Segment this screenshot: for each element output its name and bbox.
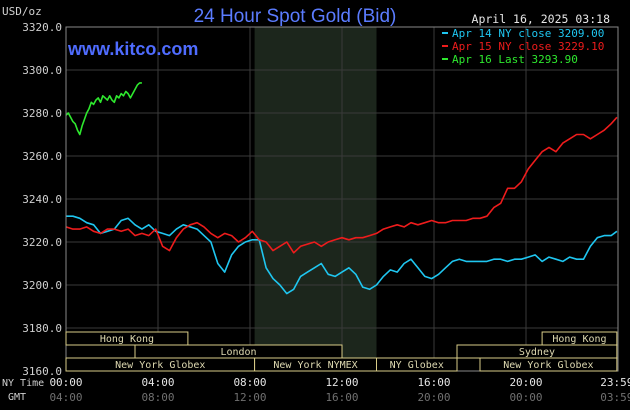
x-tick-label-ny: 08:00 — [233, 376, 266, 389]
y-tick-label: 3300.0 — [22, 64, 62, 77]
session-label: Hong Kong — [552, 334, 606, 345]
session-box — [479, 357, 618, 372]
x-tick-label-ny: 16:00 — [417, 376, 450, 389]
session-box — [65, 331, 189, 346]
series-line — [65, 82, 142, 136]
x-axis-label-ny: NY Time — [2, 378, 44, 389]
x-tick-label-gmt: 08:00 — [141, 391, 174, 404]
session-label: NY Globex — [390, 360, 444, 371]
session-label: London — [220, 347, 256, 358]
y-tick-label: 3200.0 — [22, 279, 62, 292]
trading-sessions: Hong Kong Hong Kong London Sydney New York G… — [65, 331, 618, 372]
y-tick-label: 3280.0 — [22, 107, 62, 120]
timestamp: April 16, 2025 03:18 — [472, 12, 611, 26]
chart-title: 24 Hour Spot Gold (Bid) — [194, 6, 397, 27]
x-axis-label-gmt: GMT — [8, 392, 26, 403]
x-tick-label-gmt: 00:00 — [509, 391, 542, 404]
y-tick-label: 3320.0 — [22, 21, 62, 34]
y-tick-label: 3260.0 — [22, 150, 62, 163]
series-line — [66, 215, 618, 295]
y-tick-label: 3240.0 — [22, 193, 62, 206]
legend-item: Apr 14 NY close 3209.00 — [452, 27, 604, 40]
x-tick-label-ny: 20:00 — [509, 376, 542, 389]
y-axis-ticks: 3320.0 3300.0 3280.0 3260.0 3240.0 3220.0 3200… — [22, 21, 62, 378]
y-tick-label: 3160.0 — [22, 365, 62, 378]
legend-item: Apr 16 Last 3293.90 — [452, 53, 578, 66]
y-axis-units: USD/oz — [2, 5, 42, 18]
x-tick-label-ny: 23:59 — [600, 376, 630, 389]
series-line — [65, 116, 618, 254]
x-tick-label-gmt: 20:00 — [417, 391, 450, 404]
series-layer — [65, 82, 618, 295]
x-tick-label-ny: 00:00 — [49, 376, 82, 389]
x-tick-label-ny: 04:00 — [141, 376, 174, 389]
y-tick-label: 3220.0 — [22, 236, 62, 249]
session-label: New York Globex — [503, 360, 593, 371]
session-label: New York NYMEX — [273, 360, 357, 371]
x-tick-label-ny: 12:00 — [325, 376, 358, 389]
chart-grid — [66, 26, 618, 372]
session-box — [376, 357, 458, 372]
y-tick-label: 3180.0 — [22, 322, 62, 335]
session-label: New York Globex — [115, 360, 205, 371]
watermark: www.kitco.com — [67, 39, 198, 59]
x-tick-label-gmt: 03:59 — [600, 391, 630, 404]
session-label: Hong Kong — [100, 334, 154, 345]
x-tick-label-gmt: 16:00 — [325, 391, 358, 404]
x-axis-ticks: 00:00 04:00 04:00 08:00 08:00 12:00 12:00 16:00… — [49, 376, 630, 404]
x-tick-label-gmt: 12:00 — [233, 391, 266, 404]
legend-item: Apr 15 NY close 3229.10 — [452, 40, 604, 53]
session-label: Sydney — [519, 347, 555, 358]
x-tick-label-gmt: 04:00 — [49, 391, 82, 404]
